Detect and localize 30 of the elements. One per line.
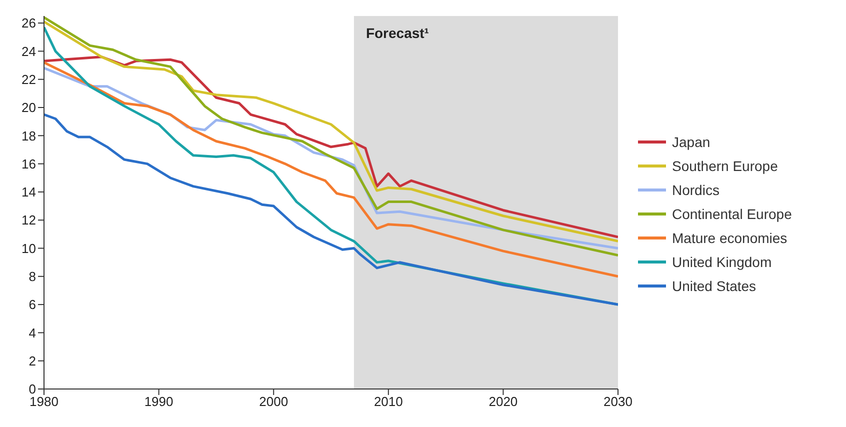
y-tick-label: 26	[22, 16, 36, 31]
band-label: Forecast¹	[366, 24, 430, 41]
x-tick-label: 2030	[604, 394, 632, 410]
legend-label: Southern Europe	[672, 158, 778, 174]
legend-label: United Kingdom	[672, 254, 772, 270]
y-tick-label: 16	[22, 156, 36, 172]
y-tick-label: 10	[22, 240, 36, 256]
x-tick-label: 2000	[259, 394, 288, 410]
legend-label: Nordics	[672, 182, 720, 198]
legend-label: Continental Europe	[672, 206, 792, 222]
y-tick-label: 0	[28, 382, 36, 397]
x-tick-label: 2010	[374, 394, 403, 410]
y-tick-label: 14	[22, 184, 36, 200]
y-tick-label: 24	[22, 44, 36, 59]
y-tick-label: 6	[28, 297, 36, 312]
x-tick-label: 2020	[488, 394, 518, 410]
y-tick-label: 22	[22, 72, 36, 87]
y-tick-label: 20	[22, 100, 36, 116]
y-tick-label: 4	[28, 325, 36, 340]
y-tick-label: 2	[28, 353, 36, 368]
legend-label: Mature economies	[672, 230, 788, 246]
x-tick-label: 1990	[144, 394, 174, 410]
x-tick-label: 1980	[30, 394, 58, 410]
y-tick-label: 12	[22, 212, 36, 228]
legend-label: Japan	[672, 134, 710, 150]
line-series	[44, 113, 618, 306]
legend-label: United States	[672, 278, 756, 294]
y-tick-label: 18	[22, 128, 36, 144]
y-tick-label: 8	[28, 269, 36, 284]
line-series	[44, 61, 618, 278]
